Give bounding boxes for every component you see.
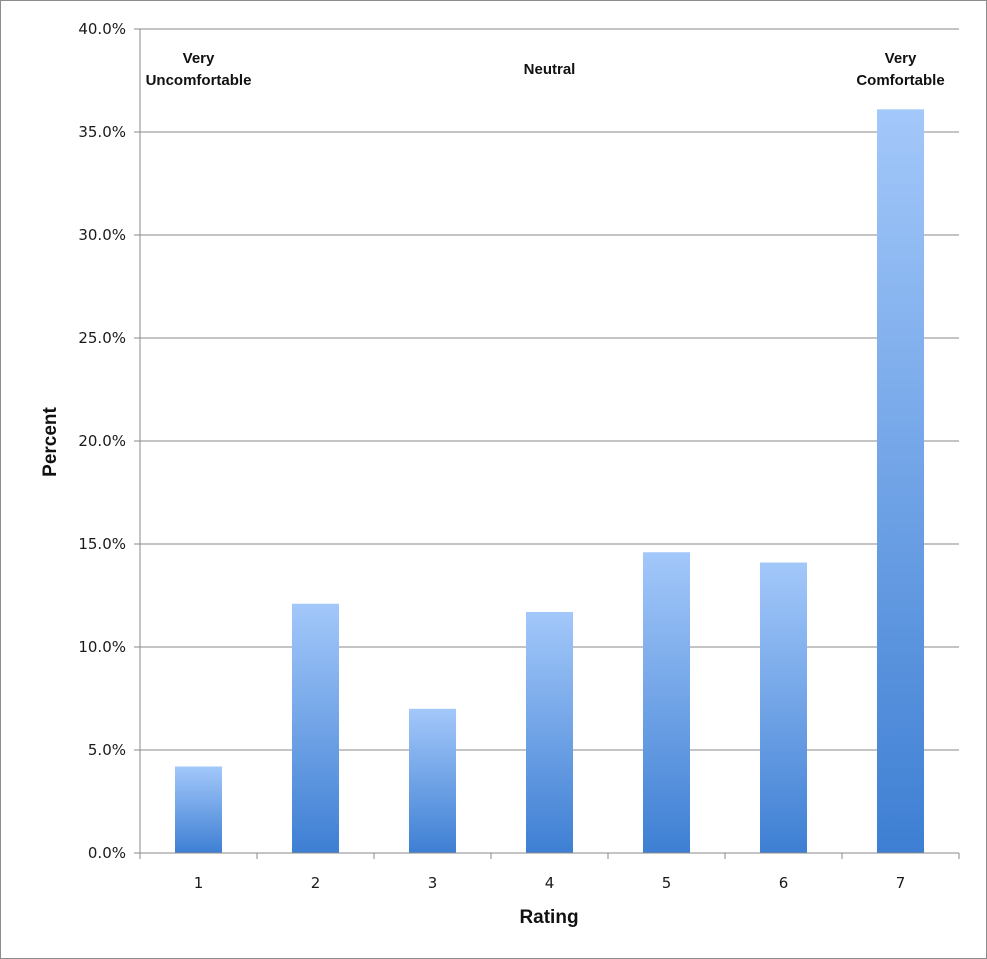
bar-3 <box>409 708 456 853</box>
x-tick-label: 6 <box>779 874 789 892</box>
y-tick-label: 10.0% <box>78 638 126 656</box>
bar-1 <box>175 766 222 853</box>
annotation-label: Very <box>885 50 917 67</box>
bar-2 <box>292 603 339 853</box>
x-tick-label: 3 <box>428 874 438 892</box>
axes <box>134 28 960 859</box>
y-tick-label: 35.0% <box>78 123 126 141</box>
annotation-label: Very <box>183 50 215 67</box>
y-tick-label: 5.0% <box>88 741 126 759</box>
y-tick-label: 30.0% <box>78 226 126 244</box>
y-tick-label: 40.0% <box>78 20 126 38</box>
bar-6 <box>760 562 807 853</box>
annotation-label: Neutral <box>524 61 576 78</box>
x-tick-label: 7 <box>896 874 906 892</box>
x-tick-label: 1 <box>194 874 204 892</box>
x-tick-label: 4 <box>545 874 555 892</box>
y-tick-label: 15.0% <box>78 535 126 553</box>
y-tick-label: 25.0% <box>78 329 126 347</box>
annotation-label: Comfortable <box>856 72 944 89</box>
bar-5 <box>643 552 690 853</box>
y-tick-label: 20.0% <box>78 432 126 450</box>
annotations: Very Uncomfortable Neutral Very Comfortable <box>146 50 945 89</box>
bars <box>175 109 924 854</box>
gridlines <box>140 28 959 751</box>
y-axis-title: Percent <box>40 406 61 476</box>
x-tick-label: 5 <box>662 874 672 892</box>
bar-7 <box>877 109 924 854</box>
tick-labels: 0.0% 5.0% 10.0% 15.0% 20.0% 25.0% 30.0% 35.0% 40… <box>78 20 905 892</box>
annotation-label: Uncomfortable <box>146 72 252 89</box>
x-axis-title: Rating <box>519 907 578 928</box>
y-tick-label: 0.0% <box>88 844 126 862</box>
x-tick-label: 2 <box>311 874 321 892</box>
bar-4 <box>526 611 573 853</box>
